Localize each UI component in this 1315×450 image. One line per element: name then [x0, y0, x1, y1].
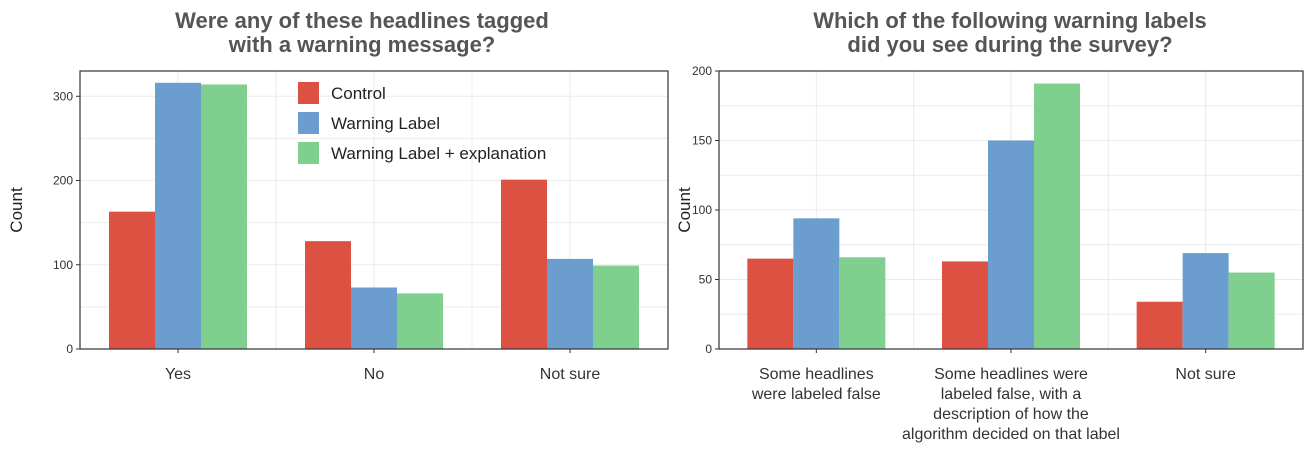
legend-label: Control [331, 84, 386, 103]
y-tick-label: 0 [705, 342, 712, 356]
y-tick-label: 200 [53, 174, 73, 188]
bar [351, 287, 397, 349]
x-tick-label: labeled false, with a [941, 386, 1082, 403]
x-tick-label: No [364, 366, 385, 383]
bar [839, 257, 886, 349]
x-tick-label: algorithm decided on that label [902, 426, 1120, 443]
legend-label: Warning Label + explanation [331, 144, 546, 163]
bar [305, 241, 351, 349]
bar [201, 84, 247, 349]
y-tick-label: 200 [692, 64, 712, 78]
y-axis-label: Count [7, 187, 26, 233]
bar [1136, 301, 1183, 349]
y-tick-label: 100 [692, 203, 712, 217]
x-tick-label: description of how the [933, 406, 1089, 423]
y-tick-label: 100 [53, 258, 73, 272]
legend-swatch [298, 82, 319, 104]
bar [501, 179, 547, 349]
bar [397, 293, 443, 349]
bar [988, 140, 1034, 349]
x-tick-label: Some headlines were [934, 366, 1088, 383]
chart-title-line: Were any of these headlines tagged [175, 8, 549, 33]
bar [155, 82, 201, 349]
x-tick-label: Not sure [540, 366, 601, 383]
x-tick-label: Yes [165, 366, 191, 383]
y-tick-label: 0 [66, 342, 73, 356]
x-tick-label: Some headlines [759, 366, 874, 383]
chart-title-line: with a warning message? [228, 32, 496, 57]
chart-title-line: Which of the following warning labels [813, 8, 1207, 33]
bar [747, 258, 794, 349]
legend-swatch [298, 112, 319, 134]
bar [109, 211, 155, 349]
bar [942, 261, 988, 349]
x-tick-label: were labeled false [751, 386, 881, 403]
x-tick-label: Not sure [1175, 366, 1236, 383]
chart-title-line: did you see during the survey? [847, 32, 1172, 57]
bar [1034, 83, 1080, 349]
y-tick-label: 50 [699, 273, 713, 287]
legend-label: Warning Label [331, 114, 440, 133]
y-tick-label: 300 [53, 89, 73, 103]
y-tick-label: 150 [692, 134, 712, 148]
y-axis-label: Count [675, 187, 694, 233]
bar [1182, 253, 1229, 349]
bar [793, 218, 840, 349]
legend-swatch [298, 142, 319, 164]
bar [1228, 272, 1275, 349]
bar [593, 265, 639, 349]
chart-warning-labels-seen: Which of the following warning labelsdid… [675, 8, 1304, 443]
bar [547, 258, 593, 349]
